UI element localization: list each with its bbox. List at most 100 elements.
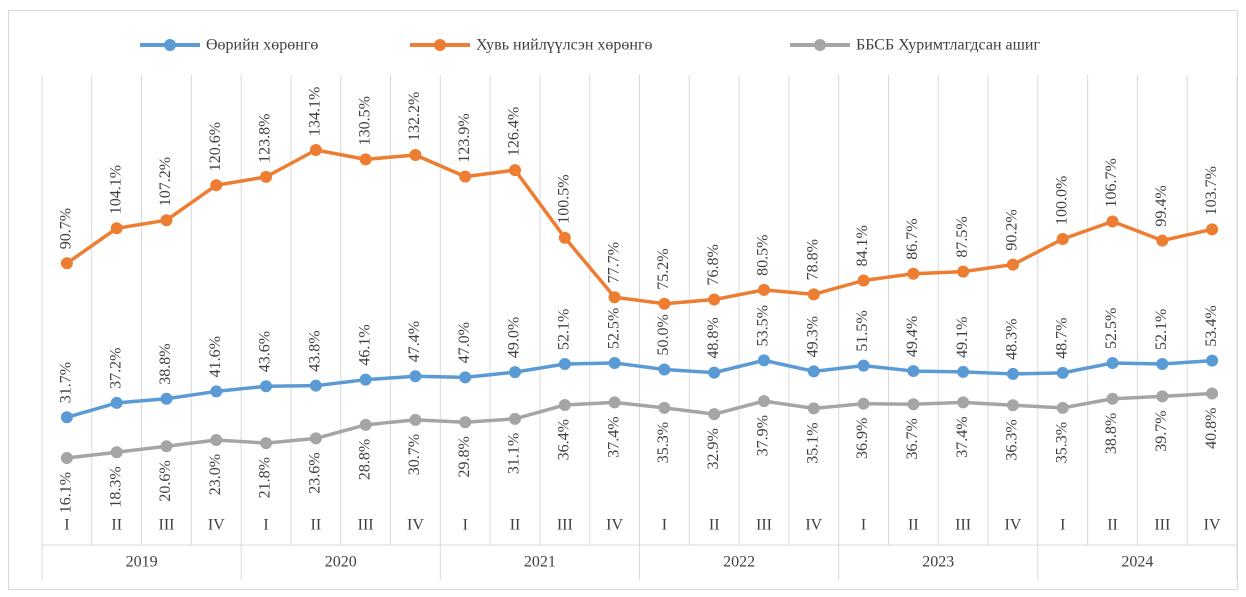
- x-tick-label: II: [908, 517, 919, 534]
- point: [459, 170, 472, 183]
- data-label: 37.9%: [755, 415, 772, 456]
- data-label: 50.0%: [655, 314, 672, 355]
- data-label: 49.0%: [506, 317, 523, 358]
- data-label: 134.1%: [307, 87, 324, 136]
- point: [1106, 356, 1119, 369]
- x-tick-label: IV: [208, 517, 225, 534]
- data-label: 48.7%: [1053, 318, 1070, 359]
- year-label: 2023: [922, 554, 954, 571]
- point: [359, 418, 372, 431]
- x-tick-label: I: [861, 517, 866, 534]
- data-label: 30.7%: [406, 434, 423, 475]
- data-label: 123.9%: [456, 113, 473, 162]
- data-label: 46.1%: [356, 324, 373, 365]
- point: [1206, 354, 1219, 367]
- x-tick-label: III: [955, 517, 971, 534]
- legend-label: Өөрийн хөрөнгө: [206, 37, 318, 54]
- data-label: 35.3%: [1053, 422, 1070, 463]
- x-tick-label: III: [557, 517, 573, 534]
- data-label: 77.7%: [605, 242, 622, 283]
- data-label: 41.6%: [207, 336, 224, 377]
- data-label: 75.2%: [655, 248, 672, 289]
- data-label: 104.1%: [107, 165, 124, 214]
- data-label: 37.4%: [954, 416, 971, 457]
- legend-marker: [434, 39, 446, 51]
- data-label: 132.2%: [406, 92, 423, 141]
- x-tick-label: IV: [805, 517, 822, 534]
- point: [110, 222, 123, 235]
- x-tick-label: I: [263, 517, 268, 534]
- point: [907, 398, 920, 411]
- point: [608, 396, 621, 409]
- year-label: 2021: [524, 554, 556, 571]
- point: [1156, 358, 1169, 371]
- data-label: 100.0%: [1053, 176, 1070, 225]
- point: [658, 401, 671, 414]
- x-tick-label: III: [756, 517, 772, 534]
- point: [60, 451, 73, 464]
- data-label: 99.4%: [1153, 185, 1170, 226]
- point: [359, 153, 372, 166]
- data-label: 36.4%: [555, 419, 572, 460]
- point: [160, 214, 173, 227]
- data-label: 31.7%: [58, 362, 75, 403]
- data-label: 35.1%: [804, 422, 821, 463]
- point: [1206, 387, 1219, 400]
- x-tick-label: IV: [606, 517, 623, 534]
- data-label: 86.7%: [904, 218, 921, 259]
- data-label: 87.5%: [954, 216, 971, 257]
- x-tick-label: II: [311, 517, 322, 534]
- point: [110, 446, 123, 459]
- series-line: [66, 358, 1213, 419]
- data-label: 80.5%: [755, 235, 772, 276]
- legend-marker: [814, 39, 826, 51]
- point: [309, 432, 322, 445]
- data-label: 23.6%: [307, 452, 324, 493]
- point: [1106, 215, 1119, 228]
- point: [1056, 401, 1069, 414]
- point: [857, 359, 870, 372]
- data-label: 52.1%: [1153, 309, 1170, 350]
- data-label: 52.5%: [605, 308, 622, 349]
- data-label: 20.6%: [157, 460, 174, 501]
- point: [757, 395, 770, 408]
- point: [60, 257, 73, 270]
- point: [110, 396, 123, 409]
- data-label: 37.4%: [605, 416, 622, 457]
- data-label: 76.8%: [705, 244, 722, 285]
- x-tick-label: III: [358, 517, 374, 534]
- x-tick-label: I: [463, 517, 468, 534]
- x-tick-label: II: [1107, 517, 1118, 534]
- data-label: 100.5%: [555, 174, 572, 223]
- year-label: 2024: [1121, 554, 1153, 571]
- x-tick-label: I: [662, 517, 667, 534]
- data-label: 18.3%: [107, 466, 124, 507]
- x-tick-label: III: [1154, 517, 1170, 534]
- point: [509, 164, 522, 177]
- x-tick-label: I: [64, 517, 69, 534]
- point: [708, 293, 721, 306]
- point: [608, 356, 621, 369]
- year-label: 2020: [325, 554, 357, 571]
- point: [309, 379, 322, 392]
- x-tick-label: IV: [1004, 517, 1021, 534]
- data-label: 28.8%: [356, 439, 373, 480]
- point: [708, 408, 721, 421]
- point: [608, 291, 621, 304]
- data-label: 35.3%: [655, 422, 672, 463]
- data-label: 90.7%: [58, 208, 75, 249]
- data-label: 130.5%: [356, 96, 373, 145]
- data-label: 43.8%: [307, 330, 324, 371]
- point: [210, 385, 223, 398]
- series-line: [65, 148, 1213, 306]
- data-label: 36.7%: [904, 418, 921, 459]
- data-label: 126.4%: [506, 107, 523, 156]
- data-label: 37.2%: [107, 348, 124, 389]
- point: [957, 265, 970, 278]
- point: [757, 283, 770, 296]
- data-label: 49.4%: [904, 316, 921, 357]
- point: [1106, 392, 1119, 405]
- point: [1156, 390, 1169, 403]
- x-tick-label: IV: [1204, 517, 1221, 534]
- point: [260, 380, 273, 393]
